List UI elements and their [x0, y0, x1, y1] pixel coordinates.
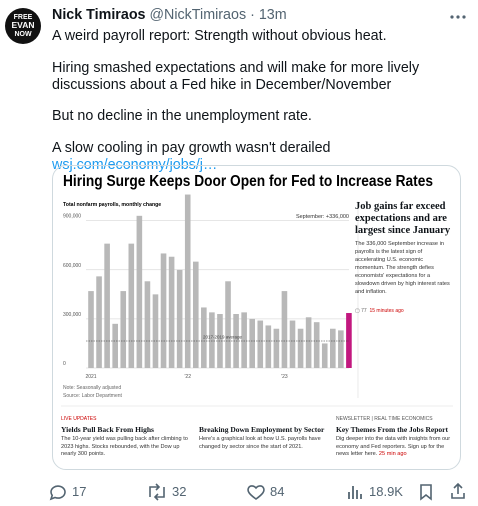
bar — [257, 320, 264, 368]
tweet-text: Hiring smashed expectations and will mak… — [52, 60, 420, 93]
views-count: 18.9K — [369, 484, 403, 499]
avatar-text: FREE — [14, 14, 33, 21]
bar — [297, 328, 304, 368]
bar — [201, 307, 207, 368]
bar — [136, 215, 143, 368]
views-icon[interactable] — [346, 483, 364, 501]
headline: Hiring Surge Keeps Door Open for Fed to … — [63, 173, 433, 190]
share-icon[interactable] — [450, 482, 466, 500]
story-time: 25 min ago — [378, 451, 407, 457]
kicker-space — [199, 416, 327, 424]
story-text: Here's a graphical look at how U.S. payr… — [199, 436, 321, 450]
comment-count: 77 — [361, 308, 367, 314]
kicker: NEWSLETTER | REAL TIME ECONOMICS — [336, 416, 433, 422]
bar — [104, 243, 110, 368]
bar — [128, 243, 135, 368]
annotation: September: +336,000 — [296, 214, 349, 220]
chart-subtitle: Total nonfarm payrolls, monthly change — [63, 202, 161, 208]
kicker: LIVE UPDATES — [61, 416, 97, 422]
bar — [225, 281, 231, 368]
bar — [209, 312, 215, 368]
bar — [241, 312, 247, 368]
tweet-text: A slow cooling in pay growth wasn't dera… — [52, 140, 331, 156]
chart: Hiring Surge Keeps Door Open for Fed to … — [61, 173, 453, 407]
tweet-header: Nick Timiraos @NickTimiraos · 13m — [52, 7, 287, 23]
like-icon[interactable] — [246, 483, 266, 501]
sidebar-meta: ▢ 77 15 minutes ago — [355, 308, 404, 314]
bar — [289, 320, 296, 368]
time[interactable]: 13m — [258, 7, 287, 23]
bar — [281, 291, 288, 368]
story[interactable]: Breaking Down Employment by Sector Here'… — [199, 416, 327, 451]
bar — [144, 281, 151, 368]
y-tick-label: 900,000 — [63, 214, 81, 220]
tweet-text: A weird payroll report: Strength without… — [52, 28, 387, 44]
like-count: 84 — [270, 484, 285, 499]
story-text: Dig deeper into the data with insights f… — [336, 436, 454, 459]
story-title: Breaking Down Employment by Sector — [199, 425, 325, 434]
sidebar-time: 15 minutes ago — [369, 308, 404, 314]
more-button[interactable] — [448, 12, 468, 22]
note: Source: Labor Department — [63, 393, 123, 399]
bar — [160, 253, 167, 368]
bar — [330, 328, 336, 368]
story-title: Yields Pull Back From Highs — [61, 425, 154, 434]
bar — [112, 323, 118, 368]
bar — [338, 330, 344, 368]
avatar-text: EVAN — [12, 20, 35, 30]
bar — [321, 343, 328, 368]
avatar[interactable]: FREE EVAN NOW — [4, 7, 42, 45]
retweet-icon[interactable] — [146, 483, 168, 501]
story[interactable]: LIVE UPDATES Yields Pull Back From Highs… — [61, 416, 189, 459]
bar — [249, 318, 255, 368]
bookmark-icon[interactable] — [418, 483, 434, 501]
reply-count: 17 — [72, 484, 87, 499]
y-tick-label: 0 — [63, 361, 66, 367]
separator: · — [250, 7, 255, 23]
sidebar-text: The 336,000 September increase in payrol… — [355, 241, 450, 295]
bar — [265, 325, 272, 368]
avatar-text: NOW — [14, 31, 32, 38]
bar — [168, 256, 175, 368]
note: Note: Seasonally adjusted — [63, 385, 121, 391]
story-text: The 10-year yield was pulling back after… — [61, 436, 188, 457]
bar — [120, 291, 127, 368]
baseline-label: 2017-2019 average — [203, 335, 243, 340]
handle[interactable]: @NickTimiraos — [149, 7, 247, 23]
media-card[interactable]: Hiring Surge Keeps Door Open for Fed to … — [52, 165, 461, 470]
bar — [96, 276, 102, 368]
bar — [273, 328, 280, 368]
bar — [184, 194, 191, 368]
sidebar-title[interactable]: Job gains far exceed expectations and ar… — [355, 201, 451, 236]
reply-icon[interactable] — [48, 483, 68, 501]
bar — [88, 291, 94, 368]
bar — [313, 322, 320, 368]
x-tick-label: '23 — [281, 374, 288, 380]
bar — [192, 261, 199, 368]
bar — [152, 294, 159, 368]
x-tick-label: '22 — [184, 374, 191, 380]
retweet-count: 32 — [172, 484, 187, 499]
y-tick-label: 300,000 — [63, 312, 81, 318]
bar — [176, 269, 183, 368]
story[interactable]: NEWSLETTER | REAL TIME ECONOMICS Key The… — [336, 416, 454, 459]
story-title: Key Themes From the Jobs Report — [336, 425, 449, 434]
x-tick-label: 2021 — [85, 374, 96, 380]
y-tick-label: 600,000 — [63, 263, 81, 269]
bar — [346, 313, 352, 368]
author[interactable]: Nick Timiraos — [52, 7, 146, 23]
story-text: Dig deeper into the data with insights f… — [336, 436, 451, 457]
tweet-text: But no decline in the unemployment rate. — [52, 108, 312, 124]
bar — [305, 317, 312, 368]
